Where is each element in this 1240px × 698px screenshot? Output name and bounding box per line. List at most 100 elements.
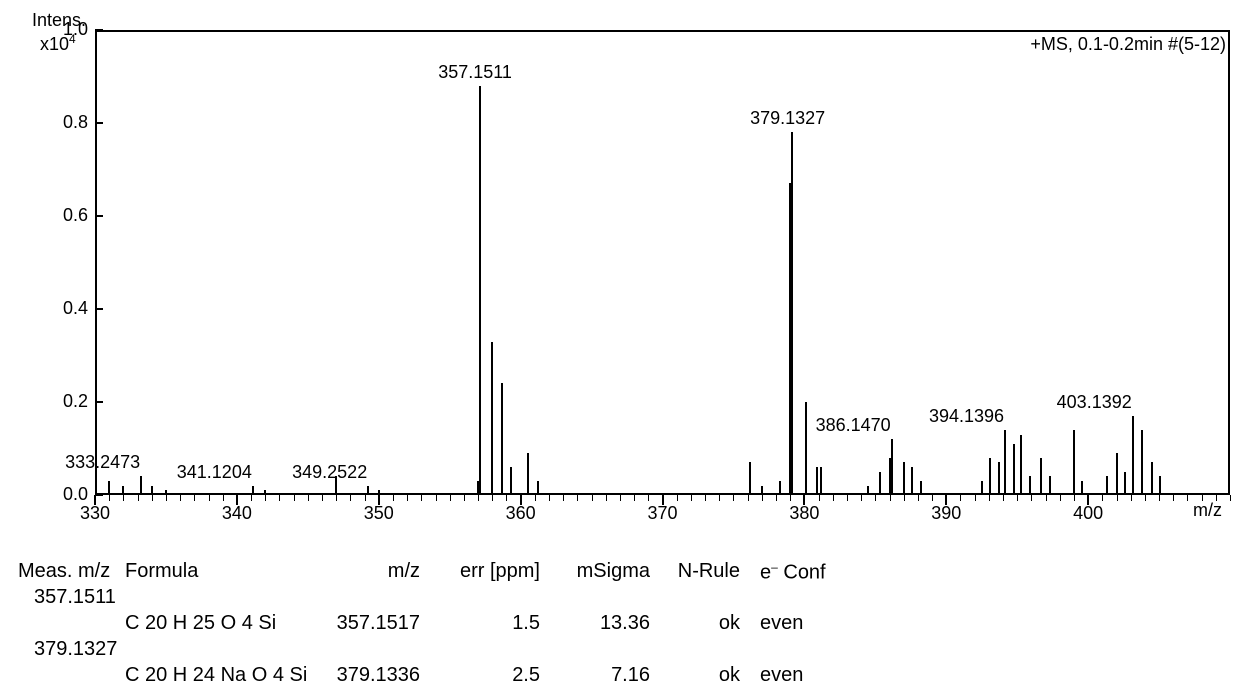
spectrum-peak: [491, 342, 493, 495]
cell-msigma: 13.36: [600, 612, 650, 635]
scan-annotation: +MS, 0.1-0.2min #(5-12): [1030, 34, 1226, 55]
cell-meas: 357.1511: [34, 586, 116, 609]
xtick-minor: [932, 495, 933, 501]
xtick-minor: [776, 495, 777, 501]
ytick: [95, 494, 103, 496]
spectrum-peak: [1073, 430, 1075, 495]
xtick-label: 380: [782, 503, 826, 524]
xtick-minor: [350, 495, 351, 501]
xtick-minor: [265, 495, 266, 501]
xtick-minor: [436, 495, 437, 501]
spectrum-peak: [805, 402, 807, 495]
th-mz: m/z: [388, 560, 420, 583]
xtick-minor: [1187, 495, 1188, 501]
peak-label: 357.1511: [438, 62, 512, 83]
xtick-minor: [308, 495, 309, 501]
xtick-minor: [975, 495, 976, 501]
xtick-minor: [634, 495, 635, 501]
cell-mz: 357.1517: [337, 612, 420, 635]
ytick: [95, 122, 103, 124]
xtick-minor: [152, 495, 153, 501]
th-formula: Formula: [125, 560, 198, 583]
xtick-minor: [1060, 495, 1061, 501]
spectrum-peak: [1049, 476, 1051, 495]
ytick: [95, 308, 103, 310]
spectrum-peak: [816, 467, 818, 495]
th-meas: Meas. m/z: [18, 560, 110, 583]
spectrum-peak: [981, 481, 983, 495]
xtick-minor: [1074, 495, 1075, 501]
xtick-minor: [1202, 495, 1203, 501]
xtick-minor: [506, 495, 507, 501]
xtick-minor: [875, 495, 876, 501]
spectrum-peak: [820, 467, 822, 495]
xtick-minor: [407, 495, 408, 501]
spectrum-peak: [1116, 453, 1118, 495]
spectrum-peak: [527, 453, 529, 495]
ytick-label: 0.6: [50, 205, 88, 226]
spectrum-peak: [501, 383, 503, 495]
xtick-minor: [180, 495, 181, 501]
cell-econf: even: [760, 612, 803, 635]
xtick-minor: [535, 495, 536, 501]
spectrum-peak: [1040, 458, 1042, 495]
spectrum-peak: [1124, 472, 1126, 495]
xtick-label: 390: [924, 503, 968, 524]
xtick-minor: [223, 495, 224, 501]
xtick-minor: [790, 495, 791, 501]
xtick-minor: [918, 495, 919, 501]
xtick-minor: [1173, 495, 1174, 501]
peak-label: 341.1204: [177, 462, 252, 483]
xtick-minor: [904, 495, 905, 501]
xtick-label: 340: [215, 503, 259, 524]
spectrum-peak: [791, 132, 793, 495]
xtick-minor: [492, 495, 493, 501]
xtick-minor: [733, 495, 734, 501]
xtick-label: 370: [641, 503, 685, 524]
xtick-minor: [1017, 495, 1018, 501]
cell-nrule: ok: [719, 612, 740, 635]
spectrum-peak: [252, 486, 254, 495]
xtick-minor: [464, 495, 465, 501]
peak-label: 394.1396: [929, 406, 1004, 427]
xtick-minor: [322, 495, 323, 501]
spectrum-peak: [140, 476, 142, 495]
spectrum-plot: [95, 30, 1230, 495]
spectrum-peak: [151, 486, 153, 495]
peak-label: 349.2522: [292, 462, 367, 483]
xtick-label: 360: [499, 503, 543, 524]
xaxis-label: m/z: [1193, 500, 1222, 521]
xtick-minor: [1216, 495, 1217, 501]
ytick-label: 0.0: [50, 484, 88, 505]
spectrum-peak: [1159, 476, 1161, 495]
spectrum-peak: [903, 462, 905, 495]
xtick-minor: [450, 495, 451, 501]
spectrum-peak: [911, 467, 913, 495]
ytick: [95, 215, 103, 217]
cell-err: 2.5: [512, 664, 540, 687]
xtick-minor: [861, 495, 862, 501]
xtick-minor: [1159, 495, 1160, 501]
xtick-minor: [620, 495, 621, 501]
xtick-minor: [762, 495, 763, 501]
spectrum-peak: [1151, 462, 1153, 495]
cell-econf: even: [760, 664, 803, 687]
xtick-minor: [549, 495, 550, 501]
xtick-minor: [109, 495, 110, 501]
xtick-minor: [748, 495, 749, 501]
xtick-minor: [123, 495, 124, 501]
ytick-label: 1.0: [50, 19, 88, 40]
xtick-minor: [421, 495, 422, 501]
xtick-minor: [960, 495, 961, 501]
xtick-label: 400: [1066, 503, 1110, 524]
xtick-minor: [138, 495, 139, 501]
ytick-label: 0.2: [50, 391, 88, 412]
xtick-minor: [677, 495, 678, 501]
xtick-minor: [365, 495, 366, 501]
spectrum-peak: [122, 486, 124, 495]
spectrum-peak: [1029, 476, 1031, 495]
spectrum-peak: [920, 481, 922, 495]
spectrum-peak: [1004, 430, 1006, 495]
spectrum-peak: [367, 486, 369, 495]
spectrum-peak: [479, 86, 481, 495]
